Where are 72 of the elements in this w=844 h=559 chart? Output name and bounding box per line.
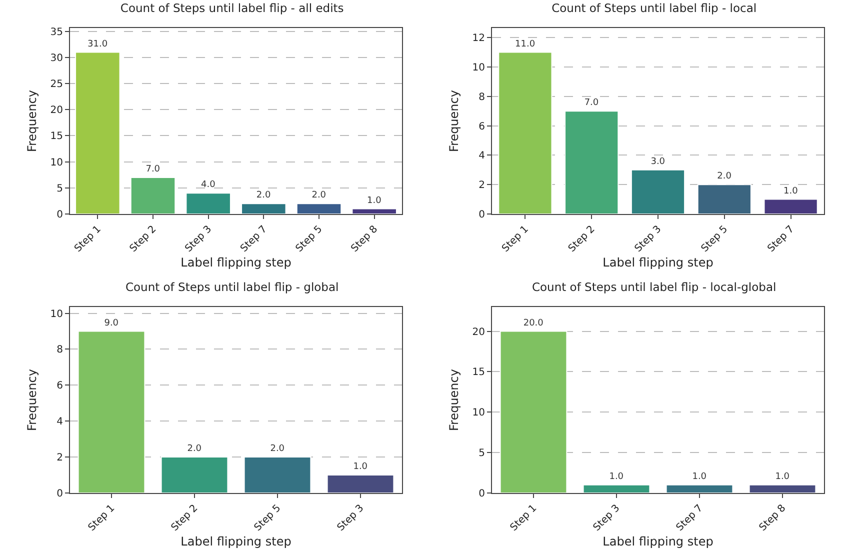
data-label: 11.0 [515, 39, 536, 50]
data-label: 2.0 [187, 444, 202, 454]
y-tick-label: 0 [56, 488, 63, 500]
y-axis-title: Frequency [25, 90, 39, 152]
bar [764, 198, 818, 214]
x-axis-title: Label flipping step [602, 255, 714, 270]
data-label: 1.0 [609, 472, 624, 482]
data-label: 7.0 [584, 98, 599, 108]
bar [296, 203, 342, 214]
y-tick-label: 0 [478, 210, 485, 220]
y-tick-label: 15 [472, 367, 485, 378]
bar [78, 330, 146, 493]
y-tick-label: 6 [56, 380, 63, 392]
y-tick-label: 20 [50, 105, 63, 116]
bar [697, 184, 752, 214]
chart-title: Count of Steps until label flip - global [125, 280, 339, 294]
x-axis-title: Label flipping step [180, 534, 292, 548]
chart-title: Count of Steps until label flip - local-global [532, 280, 776, 294]
y-tick-label: 20 [472, 326, 485, 338]
y-tick-label: 10 [472, 62, 485, 74]
data-label: 1.0 [353, 462, 368, 472]
bar [630, 169, 686, 214]
chart-title: Count of Steps until label flip - all edits [120, 1, 344, 16]
data-label: 1.0 [692, 472, 707, 482]
y-tick-label: 5 [478, 448, 485, 460]
y-tick-label: 8 [56, 344, 63, 356]
data-label: 7.0 [146, 164, 160, 174]
bar [130, 176, 176, 214]
y-tick-label: 5 [56, 183, 63, 194]
y-axis-title: Frequency [447, 90, 461, 152]
data-label: 20.0 [523, 318, 544, 328]
bar [160, 456, 228, 493]
y-tick-label: 4 [478, 150, 485, 162]
data-label: 31.0 [88, 39, 108, 50]
bar [564, 110, 619, 214]
bar [352, 208, 397, 214]
y-tick-label: 10 [50, 308, 63, 320]
bar [326, 474, 394, 493]
y-tick-label: 35 [50, 26, 63, 38]
y-axis-title: Frequency [447, 369, 461, 431]
data-label: 2.0 [270, 444, 285, 454]
bar [244, 456, 312, 493]
y-tick-label: 10 [472, 408, 485, 419]
y-tick-label: 12 [472, 33, 485, 44]
x-axis-title: Label flipping step [602, 534, 714, 548]
data-label: 2.0 [312, 190, 326, 201]
y-tick-label: 30 [50, 52, 63, 64]
data-label: 4.0 [201, 180, 216, 190]
y-tick-label: 6 [478, 121, 485, 132]
data-label: 1.0 [784, 186, 798, 196]
data-label: 2.0 [717, 172, 732, 182]
chart-title: Count of Steps until label flip - local [552, 1, 757, 16]
bar [75, 52, 120, 214]
x-axis-title: Label flipping step [180, 255, 292, 270]
bar [498, 52, 552, 214]
y-tick-label: 4 [56, 416, 63, 428]
y-tick-label: 10 [50, 157, 63, 168]
y-tick-label: 2 [478, 180, 485, 192]
y-tick-label: 25 [50, 79, 63, 90]
y-tick-label: 15 [50, 131, 63, 142]
bar [241, 203, 286, 214]
data-label: 9.0 [104, 318, 119, 328]
y-tick-label: 0 [56, 210, 63, 220]
data-label: 2.0 [256, 190, 271, 201]
data-label: 1.0 [775, 472, 790, 482]
y-tick-label: 8 [478, 92, 485, 103]
data-label: 1.0 [367, 196, 382, 206]
y-tick-label: 2 [56, 452, 63, 464]
bar [186, 192, 231, 214]
y-tick-label: 0 [478, 488, 485, 500]
y-axis-title: Frequency [25, 369, 39, 431]
data-label: 3.0 [650, 156, 666, 167]
